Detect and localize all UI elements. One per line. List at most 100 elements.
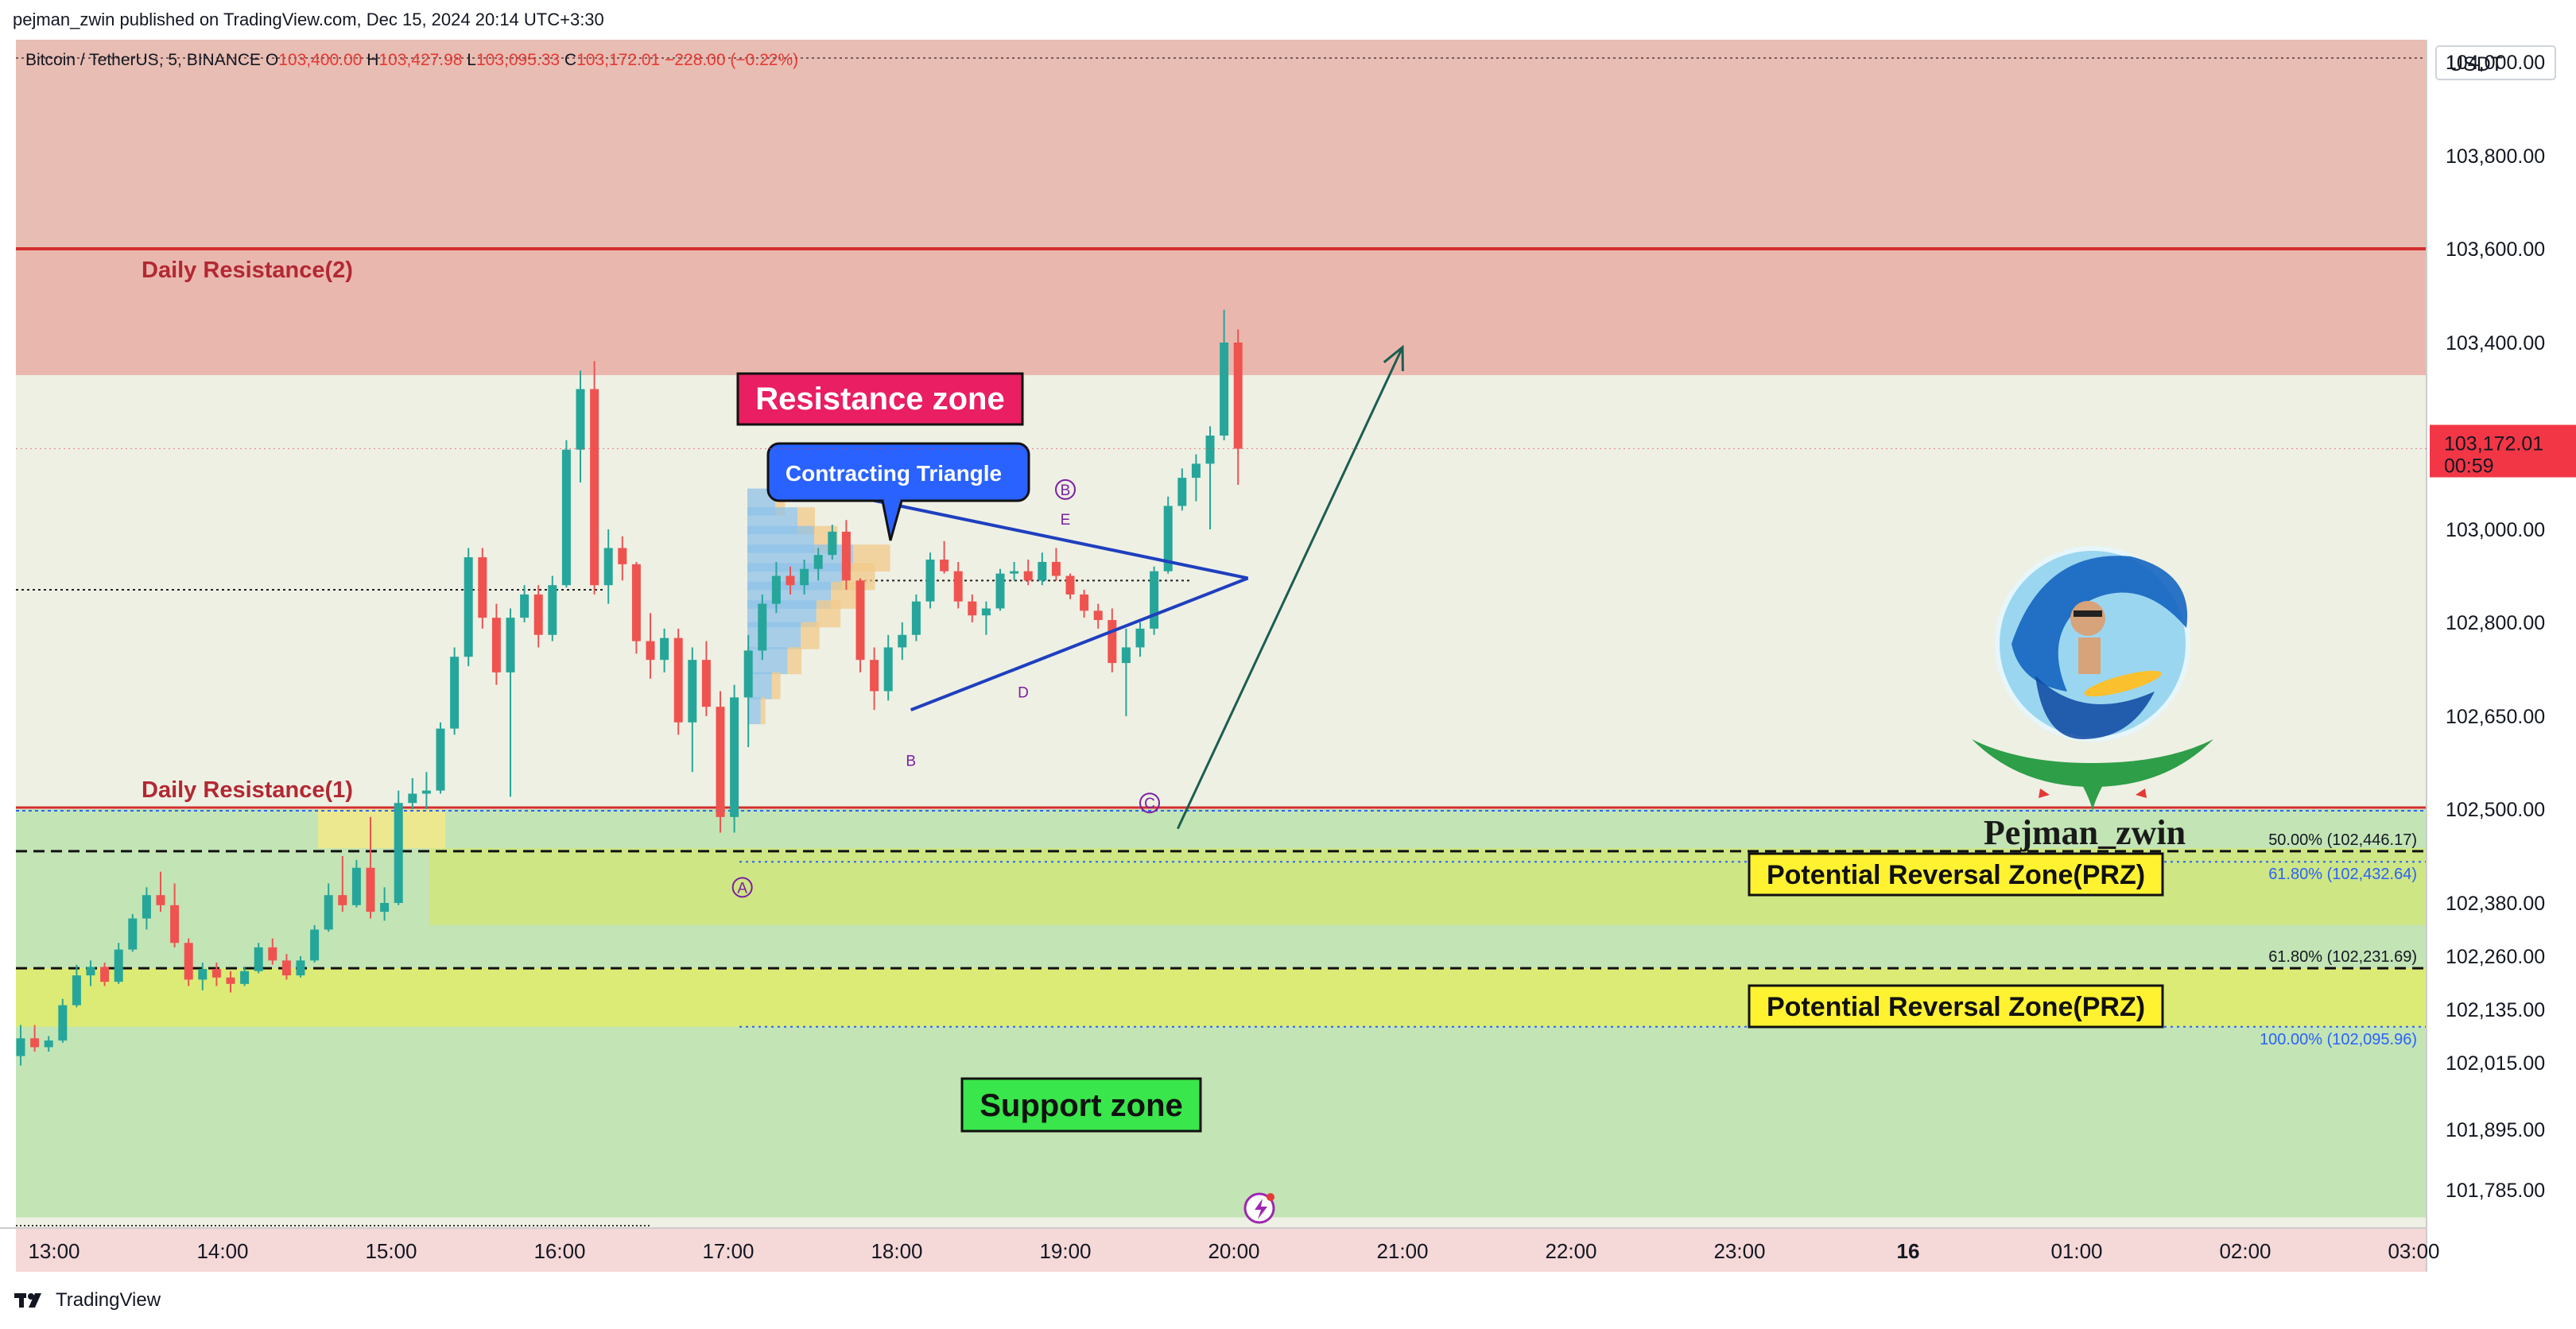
candle-39[interactable] [561, 440, 571, 588]
candle-20[interactable] [296, 956, 305, 978]
candle-15[interactable] [226, 971, 235, 993]
candle-43[interactable] [618, 536, 627, 581]
candle-27[interactable] [394, 790, 403, 905]
candle-63[interactable] [898, 622, 907, 661]
candle-83[interactable] [1177, 468, 1187, 511]
candle-62[interactable] [883, 634, 893, 701]
candle-59[interactable] [841, 520, 851, 591]
candle-70[interactable] [995, 568, 1005, 611]
candle-19[interactable] [281, 954, 291, 980]
candle-61[interactable] [870, 647, 879, 711]
levels-layer: 50.00% (102,446.17) 61.80% (102,432.64) 61… [16, 57, 2496, 1226]
candle-46[interactable] [660, 628, 669, 672]
candle-1[interactable] [30, 1025, 40, 1052]
candle-23[interactable] [338, 856, 347, 912]
candle-84[interactable] [1191, 454, 1201, 502]
candle-54[interactable] [771, 561, 781, 614]
time-axis[interactable]: 13:00 14:00 15:00 16:00 17:00 18:00 19:00 20:00… [0, 1227, 2440, 1263]
candle-51[interactable] [730, 684, 739, 833]
candle-67[interactable] [953, 561, 963, 609]
candle-5[interactable] [86, 960, 95, 986]
candle-14[interactable] [211, 963, 221, 986]
candle-49[interactable] [701, 641, 711, 716]
candle-53[interactable] [758, 594, 767, 661]
candle-57[interactable] [813, 548, 823, 581]
candle-24[interactable] [351, 859, 361, 908]
candle-34[interactable] [491, 603, 501, 685]
candle-69[interactable] [981, 601, 991, 635]
candle-3[interactable] [58, 998, 68, 1043]
candle-55[interactable] [786, 566, 795, 595]
candle-42[interactable] [603, 529, 613, 604]
candle-81[interactable] [1150, 566, 1159, 635]
candle-11[interactable] [170, 883, 180, 947]
candle-0[interactable] [16, 1025, 25, 1066]
price-chart[interactable]: 50.00% (102,446.17) 61.80% (102,432.64) 61… [0, 40, 2576, 1272]
candle-48[interactable] [688, 647, 697, 773]
candle-85[interactable] [1205, 426, 1215, 529]
candle-2[interactable] [44, 1036, 53, 1052]
candle-60[interactable] [855, 578, 865, 672]
candle-16[interactable] [240, 967, 250, 986]
candle-17[interactable] [254, 943, 263, 974]
candle-68[interactable] [968, 594, 977, 622]
candle-45[interactable] [646, 613, 655, 679]
current-price-tag[interactable] [2430, 424, 2576, 478]
candle-7[interactable] [114, 943, 123, 984]
candle-21[interactable] [310, 924, 320, 963]
candle-78[interactable] [1108, 608, 1117, 672]
candle-22[interactable] [324, 883, 333, 932]
candle-56[interactable] [800, 560, 809, 595]
candle-73[interactable] [1038, 552, 1047, 586]
candle-6[interactable] [100, 963, 110, 986]
candle-31[interactable] [450, 647, 460, 735]
candle-4[interactable] [72, 964, 81, 1008]
candle-28[interactable] [408, 778, 417, 809]
candle-72[interactable] [1023, 560, 1033, 586]
vp-bar-8 [747, 647, 788, 675]
candle-12[interactable] [184, 938, 193, 986]
candle-65[interactable] [925, 552, 935, 609]
chart-frame[interactable]: 50.00% (102,446.17) 61.80% (102,432.64) 61… [0, 40, 2576, 1272]
candle-76[interactable] [1080, 590, 1089, 618]
prz-1-box [1748, 852, 2164, 897]
candle-35[interactable] [506, 608, 515, 797]
candle-86[interactable] [1220, 309, 1229, 440]
candle-36[interactable] [520, 585, 530, 622]
candle-44[interactable] [631, 561, 641, 654]
candle-40[interactable] [576, 370, 585, 482]
candle-13[interactable] [198, 963, 208, 990]
candle-64[interactable] [911, 594, 921, 641]
candle-41[interactable] [590, 361, 599, 595]
candle-52[interactable] [743, 634, 753, 747]
candle-18[interactable] [268, 938, 277, 965]
candle-8[interactable] [128, 913, 138, 952]
candle-37[interactable] [533, 585, 543, 648]
candle-29[interactable] [421, 772, 431, 809]
candles-layer[interactable] [16, 309, 1243, 1066]
candle-77[interactable] [1093, 603, 1103, 629]
candle-47[interactable] [673, 628, 683, 735]
candle-50[interactable] [716, 691, 725, 833]
candle-10[interactable] [156, 871, 165, 912]
candle-33[interactable] [478, 548, 487, 629]
candle-30[interactable] [436, 722, 445, 794]
candle-71[interactable] [1010, 561, 1019, 581]
candle-87[interactable] [1233, 329, 1243, 485]
candle-75[interactable] [1065, 573, 1075, 599]
candle-74[interactable] [1051, 548, 1061, 581]
candle-66[interactable] [940, 541, 949, 574]
candle-80[interactable] [1135, 622, 1145, 657]
candle-58[interactable] [828, 525, 837, 560]
currency-box[interactable] [2435, 45, 2556, 80]
candle-25[interactable] [366, 816, 375, 919]
candle-38[interactable] [548, 575, 557, 641]
candle-79[interactable] [1121, 628, 1131, 716]
candle-32[interactable] [464, 548, 473, 667]
candle-9[interactable] [142, 887, 151, 930]
vp-bar-ext-10 [760, 697, 766, 725]
candle-body [170, 905, 180, 943]
candle-26[interactable] [380, 887, 390, 921]
tradingview-footer[interactable]: TradingView [14, 1289, 161, 1312]
